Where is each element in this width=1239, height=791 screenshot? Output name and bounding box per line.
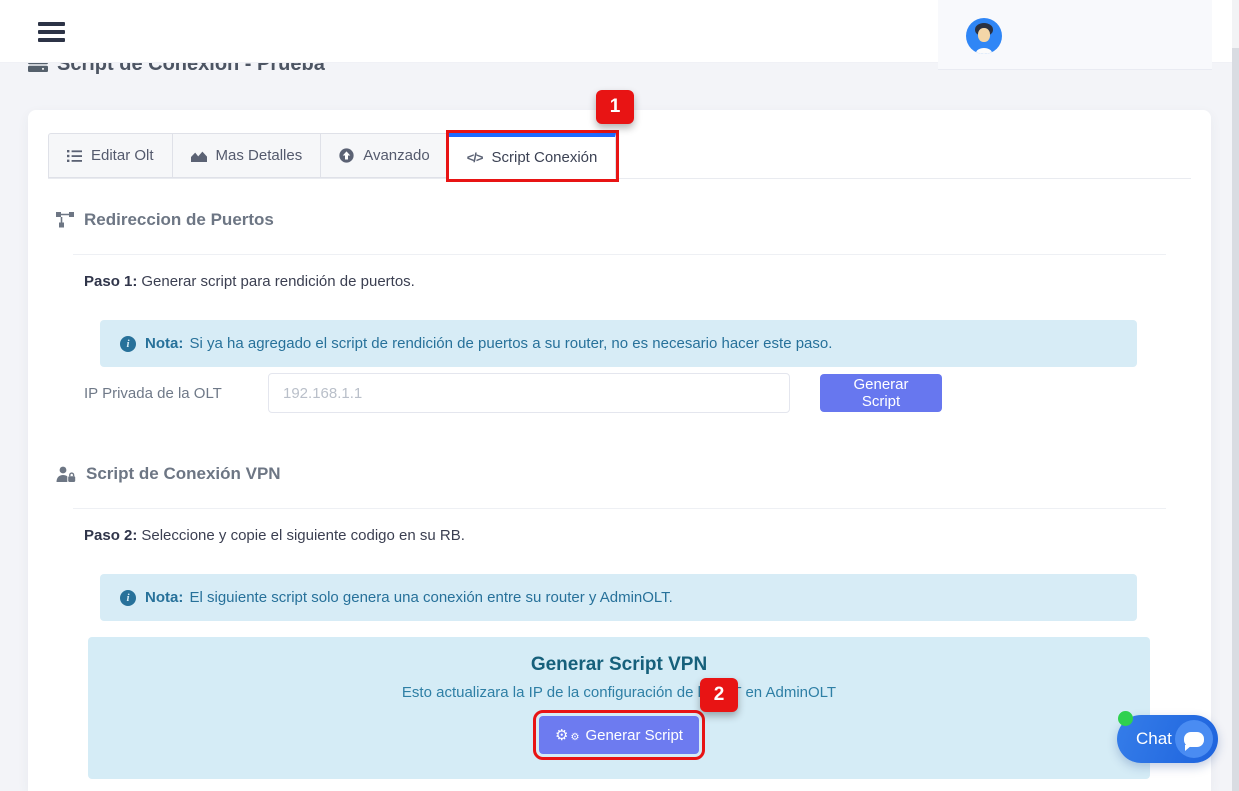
tab-mas-detalles[interactable]: Mas Detalles (172, 133, 322, 178)
user-panel (938, 0, 1212, 70)
ip-form-row: IP Privada de la OLT Generar Script (84, 373, 942, 413)
code-icon: </> (466, 150, 484, 165)
tab-label: Script Conexión (491, 149, 598, 166)
content-card: Editar Olt Mas Detalles Avanzado </> Scr… (28, 110, 1211, 791)
divider (73, 254, 1166, 255)
tab-bar: Editar Olt Mas Detalles Avanzado </> Scr… (48, 130, 1191, 182)
arrow-circle-up-icon (339, 148, 354, 163)
annotation-badge-2: 2 (700, 678, 738, 712)
tab-label: Editar Olt (91, 147, 154, 164)
generar-script-vpn-button[interactable]: ⚙ ⚙ Generar Script (533, 710, 705, 760)
paso-2-label: Paso 2: (84, 527, 138, 544)
section-redireccion-title: Redireccion de Puertos (56, 210, 274, 230)
online-status-dot (1118, 711, 1133, 726)
chat-bubble-icon (1175, 720, 1213, 758)
annotation-badge-1: 1 (596, 90, 634, 124)
paso-2-text: Paso 2: Seleccione y copie el siguiente c… (84, 527, 465, 544)
project-diagram-icon (56, 212, 74, 228)
section-vpn-title: Script de Conexión VPN (56, 464, 281, 484)
note-paso-1: i Nota: Si ya ha agregado el script de r… (100, 320, 1137, 367)
olt-private-ip-input[interactable] (268, 373, 790, 413)
list-icon (67, 149, 82, 162)
chat-button[interactable]: Chat (1117, 715, 1218, 763)
generar-script-button[interactable]: Generar Script (820, 374, 942, 412)
gear-icon-small: ⚙ (570, 732, 580, 743)
tab-label: Avanzado (363, 147, 430, 164)
info-icon: i (120, 335, 136, 352)
vpn-panel-title: Generar Script VPN (530, 654, 708, 675)
scrollbar-thumb[interactable] (1232, 48, 1239, 791)
tab-avanzado[interactable]: Avanzado (321, 133, 449, 178)
paso-1-text: Paso 1: Generar script para rendición de … (84, 273, 415, 290)
chart-area-icon (190, 151, 207, 162)
section-title-text: Redireccion de Puertos (84, 210, 274, 229)
divider (73, 508, 1166, 509)
vpn-panel-subtitle: Esto actualizara la IP de la configuraci… (401, 684, 837, 701)
tab-label: Mas Detalles (215, 147, 303, 164)
vpn-button-label: Generar Script (585, 727, 683, 744)
ip-label: IP Privada de la OLT (84, 384, 222, 402)
scrollbar-track[interactable] (1232, 0, 1239, 791)
vpn-panel: Generar Script VPN Esto actualizara la I… (88, 637, 1150, 779)
note-text: Nota: Si ya ha agregado el script de ren… (145, 335, 833, 352)
tab-script-conexion[interactable]: </> Script Conexión (445, 130, 620, 182)
user-avatar[interactable] (966, 18, 1002, 54)
note-paso-2: i Nota: El siguiente script solo genera … (100, 574, 1137, 621)
note-text: Nota: El siguiente script solo genera un… (145, 589, 673, 606)
section-title-text: Script de Conexión VPN (86, 464, 281, 483)
info-icon: i (120, 589, 136, 606)
tab-editar-olt[interactable]: Editar Olt (48, 133, 173, 178)
hamburger-menu-icon[interactable] (38, 22, 65, 42)
paso-1-label: Paso 1: (84, 273, 138, 290)
chat-label: Chat (1136, 729, 1172, 748)
gear-icon: ⚙ (555, 727, 569, 744)
user-lock-icon (56, 466, 76, 482)
